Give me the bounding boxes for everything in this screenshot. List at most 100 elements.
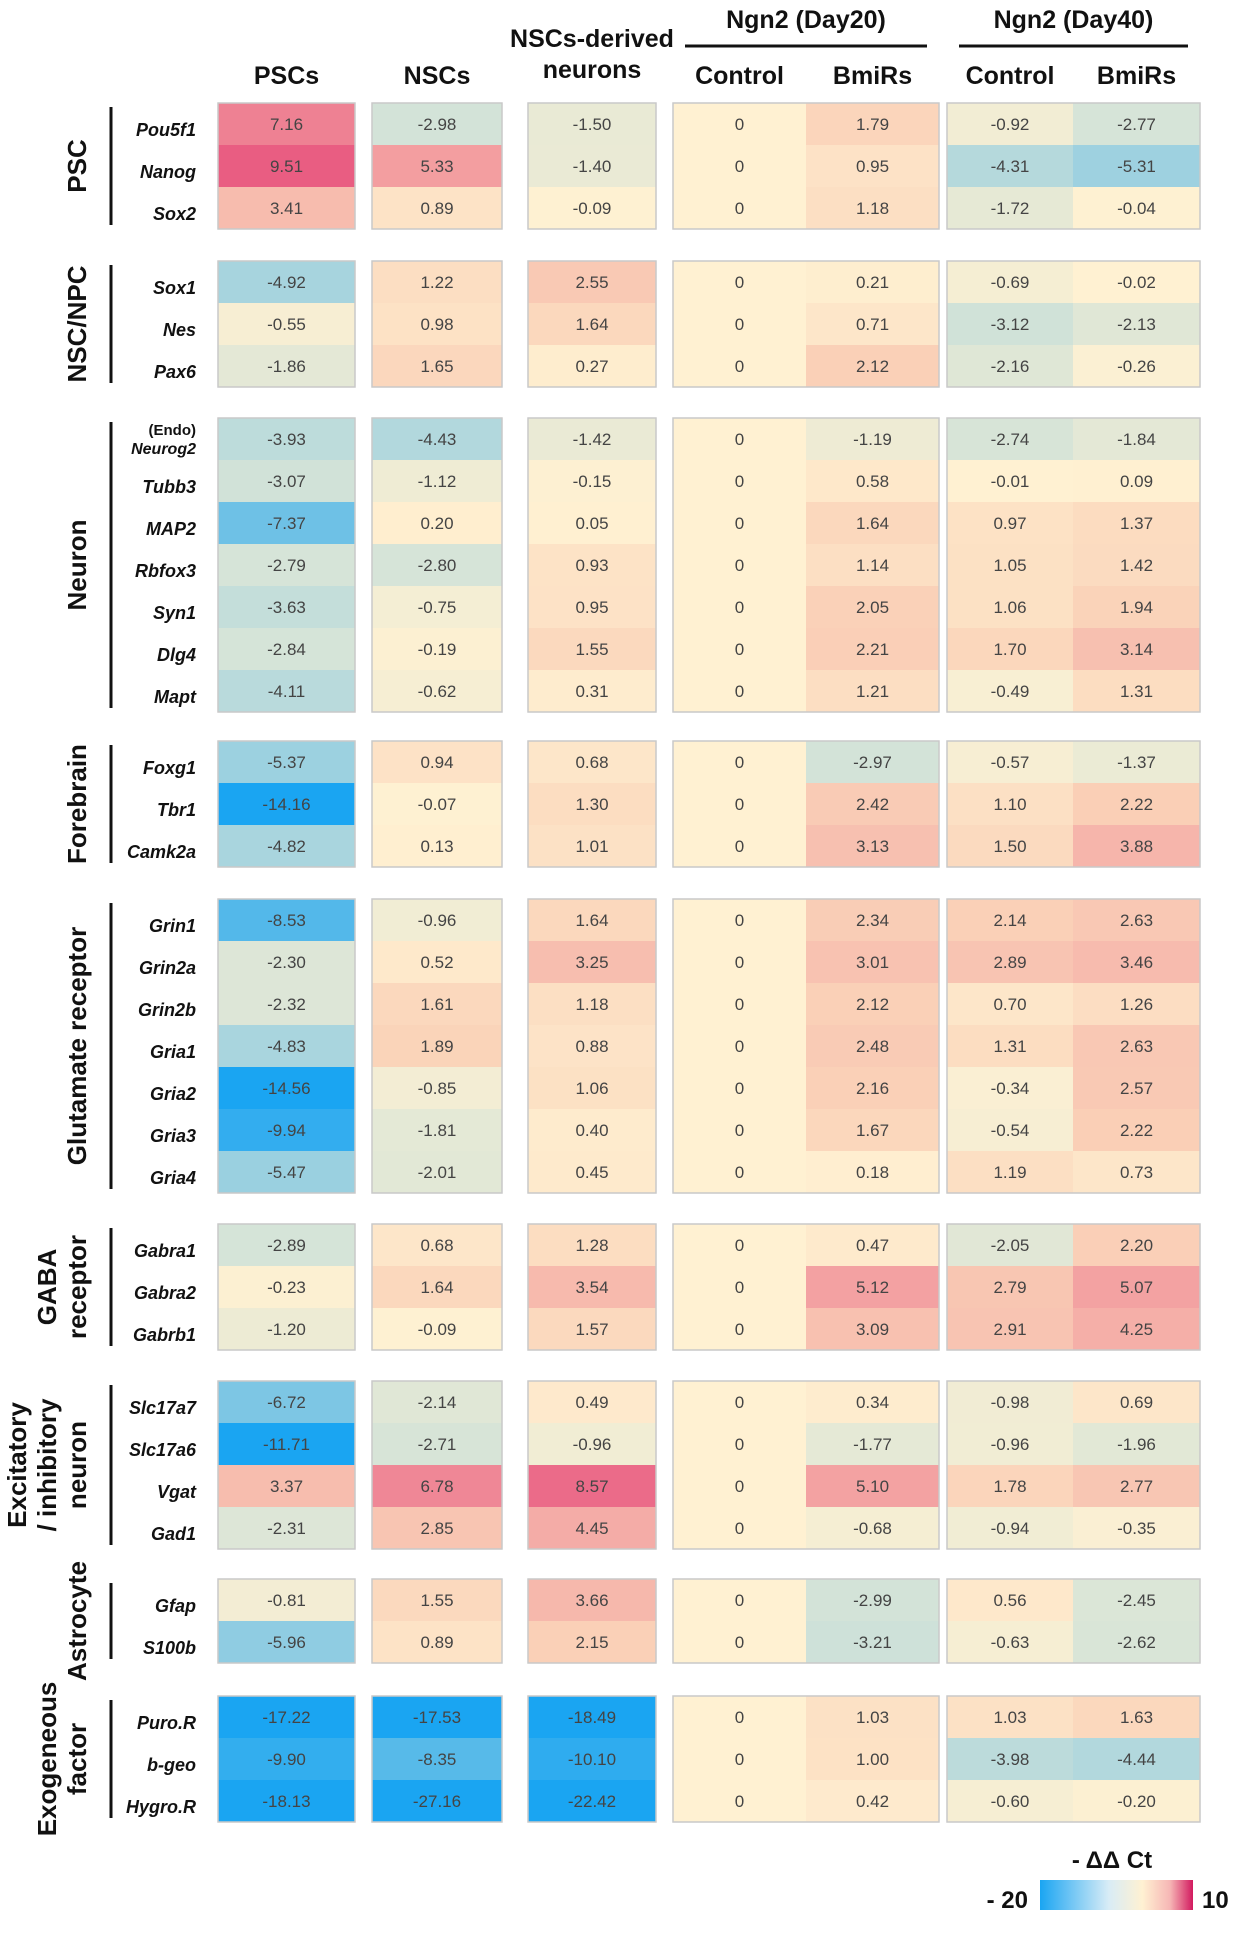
gene-label: Vgat [157,1482,197,1502]
cell-value: -0.15 [573,472,612,491]
cell-value: -0.23 [267,1278,306,1297]
heatmap-cell [218,1025,355,1067]
cell-value: 0.20 [420,514,453,533]
cell-value: -2.13 [1117,315,1156,334]
heatmap-cell [218,586,355,628]
cell-value: -5.31 [1117,157,1156,176]
heatmap-cell [218,983,355,1025]
gene-label: S100b [143,1638,196,1658]
block-border [946,260,1201,388]
heatmap-cell [806,1109,939,1151]
heatmap-cell [372,586,502,628]
heatmap-cell [947,261,1073,303]
cell-value: -1.20 [267,1320,306,1339]
heatmap-cell [673,741,806,783]
heatmap-cell [947,1224,1073,1266]
heatmap-cell [673,187,806,229]
heatmap-cell [372,1151,502,1193]
heatmap-cell [1073,1465,1200,1507]
cell-value: -0.57 [991,753,1030,772]
cell-value: -4.82 [267,837,306,856]
heatmap-cell [1073,899,1200,941]
heatmap-cell [806,1025,939,1067]
cell-value: 6.78 [420,1477,453,1496]
cell-value: -8.35 [418,1750,457,1769]
heatmap-cell [528,1507,656,1549]
cell-value: -3.07 [267,472,306,491]
heatmap-cell [528,628,656,670]
cell-value: 0.09 [1120,472,1153,491]
heatmap-cell [947,983,1073,1025]
heatmap-cell [947,586,1073,628]
heatmap-cell [528,1224,656,1266]
heatmap-cell [372,1780,502,1822]
cell-value: 0.13 [420,837,453,856]
heatmap-cell [947,187,1073,229]
heatmap-cell [218,1224,355,1266]
heatmap-cell [218,899,355,941]
heatmap-cell [218,1423,355,1465]
heatmap-cell [673,1579,806,1621]
heatmap-cell [673,1266,806,1308]
cell-value: 2.15 [575,1633,608,1652]
heatmap-cell [673,586,806,628]
cell-value: -2.97 [853,753,892,772]
block-border [217,740,356,868]
heatmap-cell [372,983,502,1025]
cell-value: 1.70 [993,640,1026,659]
cell-value: -1.42 [573,430,612,449]
heatmap-cell [947,345,1073,387]
gene-label: Nanog [140,162,196,182]
cell-value: 7.16 [270,115,303,134]
legend-title: - ΔΔ Ct [1072,1847,1152,1874]
cell-value: 0 [735,598,744,617]
cell-value: -3.93 [267,430,306,449]
cell-value: 1.94 [1120,598,1153,617]
heatmap-cell [1073,670,1200,712]
heatmap-cell [947,1151,1073,1193]
heatmap-cell [372,941,502,983]
heatmap-cell [1073,1151,1200,1193]
cell-value: 2.21 [856,640,889,659]
cell-value: -6.72 [267,1393,306,1412]
block-border [527,260,657,388]
heatmap-cell [673,783,806,825]
gene-label: Tubb3 [142,477,196,497]
cell-value: 0.31 [575,682,608,701]
column-header-2-line2: neurons [543,56,642,84]
heatmap-cell [806,103,939,145]
heatmap-cell [528,1067,656,1109]
cell-value: -2.98 [418,115,457,134]
heatmap-cell [673,418,806,460]
cell-value: -2.14 [418,1393,457,1412]
cell-value: -0.55 [267,315,306,334]
cell-value: 0.95 [575,598,608,617]
gene-label: Gfap [155,1596,196,1616]
heatmap-cell [806,303,939,345]
cell-value: 0.18 [856,1163,889,1182]
cell-value: 0 [735,430,744,449]
heatmap-cell [528,1465,656,1507]
cell-value: 1.65 [420,357,453,376]
cell-value: -0.54 [991,1121,1030,1140]
block-border [946,1578,1201,1664]
cell-value: 3.09 [856,1320,889,1339]
heatmap-cell [1073,460,1200,502]
heatmap-cell [947,1381,1073,1423]
heatmap-cell [806,1151,939,1193]
cell-value: 0.52 [420,953,453,972]
cell-value: -0.81 [267,1591,306,1610]
heatmap-cell [673,1507,806,1549]
cell-value: 3.46 [1120,953,1153,972]
heatmap-cell [1073,628,1200,670]
heatmap-cell [218,502,355,544]
heatmap-cell [1073,1696,1200,1738]
cell-value: 2.85 [420,1519,453,1538]
heatmap-cell [673,1109,806,1151]
cell-value: -2.99 [853,1591,892,1610]
row-group-label: Glutamate receptor [62,927,92,1165]
heatmap-cell [218,783,355,825]
heatmap-cell [806,1696,939,1738]
cell-value: 0 [735,157,744,176]
